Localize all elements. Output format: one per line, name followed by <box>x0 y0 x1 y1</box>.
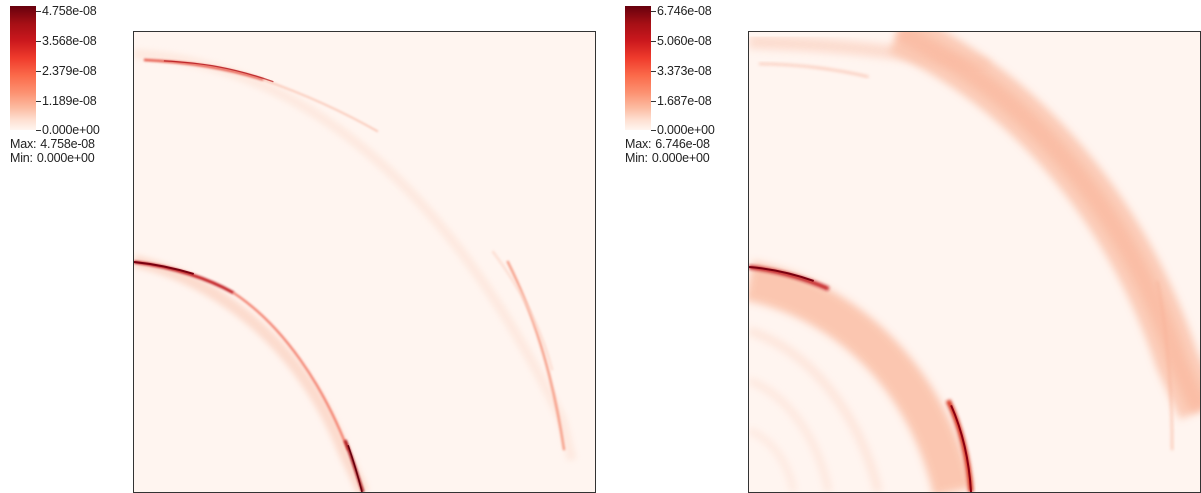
min-label: Min: <box>10 151 33 165</box>
max-label: Max: <box>10 137 37 151</box>
left-visualization-panel: 4.758e-08 3.568e-08 2.379e-08 1.189e-08 … <box>0 0 600 493</box>
min-value: 0.000e+00 <box>36 151 95 165</box>
min-value: 0.000e+00 <box>651 151 710 165</box>
colorbar-tick-label: 1.189e-08 <box>42 94 97 108</box>
min-label: Min: <box>625 151 648 165</box>
colorbar-tick-label: 3.568e-08 <box>42 34 97 48</box>
scalar-bar-legend: 4.758e-08 3.568e-08 2.379e-08 1.189e-08 … <box>10 4 150 176</box>
max-value-readout: Max: 4.758e-08 <box>10 137 95 151</box>
colorbar-tick-label: 1.687e-08 <box>657 94 712 108</box>
field-render-right <box>749 32 1200 492</box>
max-label: Max: <box>625 137 652 151</box>
max-value: 4.758e-08 <box>40 137 95 151</box>
field-plot-right[interactable] <box>748 31 1201 493</box>
max-value-readout: Max: 6.746e-08 <box>625 137 710 151</box>
colorbar-tick-label: 4.758e-08 <box>42 4 97 18</box>
colorbar-tick-label: 0.000e+00 <box>657 123 715 137</box>
colorbar-tick-label: 6.746e-08 <box>657 4 712 18</box>
field-render-left <box>134 48 577 492</box>
min-value-readout: Min: 0.000e+00 <box>625 151 710 165</box>
min-value-readout: Min: 0.000e+00 <box>10 151 95 165</box>
colorbar-tick-label: 0.000e+00 <box>42 123 100 137</box>
color-scale-bar <box>10 6 36 130</box>
colorbar-tick-label: 5.060e-08 <box>657 34 712 48</box>
color-scale-bar <box>625 6 651 130</box>
scalar-bar-legend: 6.746e-08 5.060e-08 3.373e-08 1.687e-08 … <box>625 4 765 176</box>
colorbar-tick-label: 2.379e-08 <box>42 64 97 78</box>
colorbar-tick-label: 3.373e-08 <box>657 64 712 78</box>
field-plot-left[interactable] <box>133 31 596 493</box>
right-visualization-panel: 6.746e-08 5.060e-08 3.373e-08 1.687e-08 … <box>615 0 1201 493</box>
max-value: 6.746e-08 <box>655 137 710 151</box>
